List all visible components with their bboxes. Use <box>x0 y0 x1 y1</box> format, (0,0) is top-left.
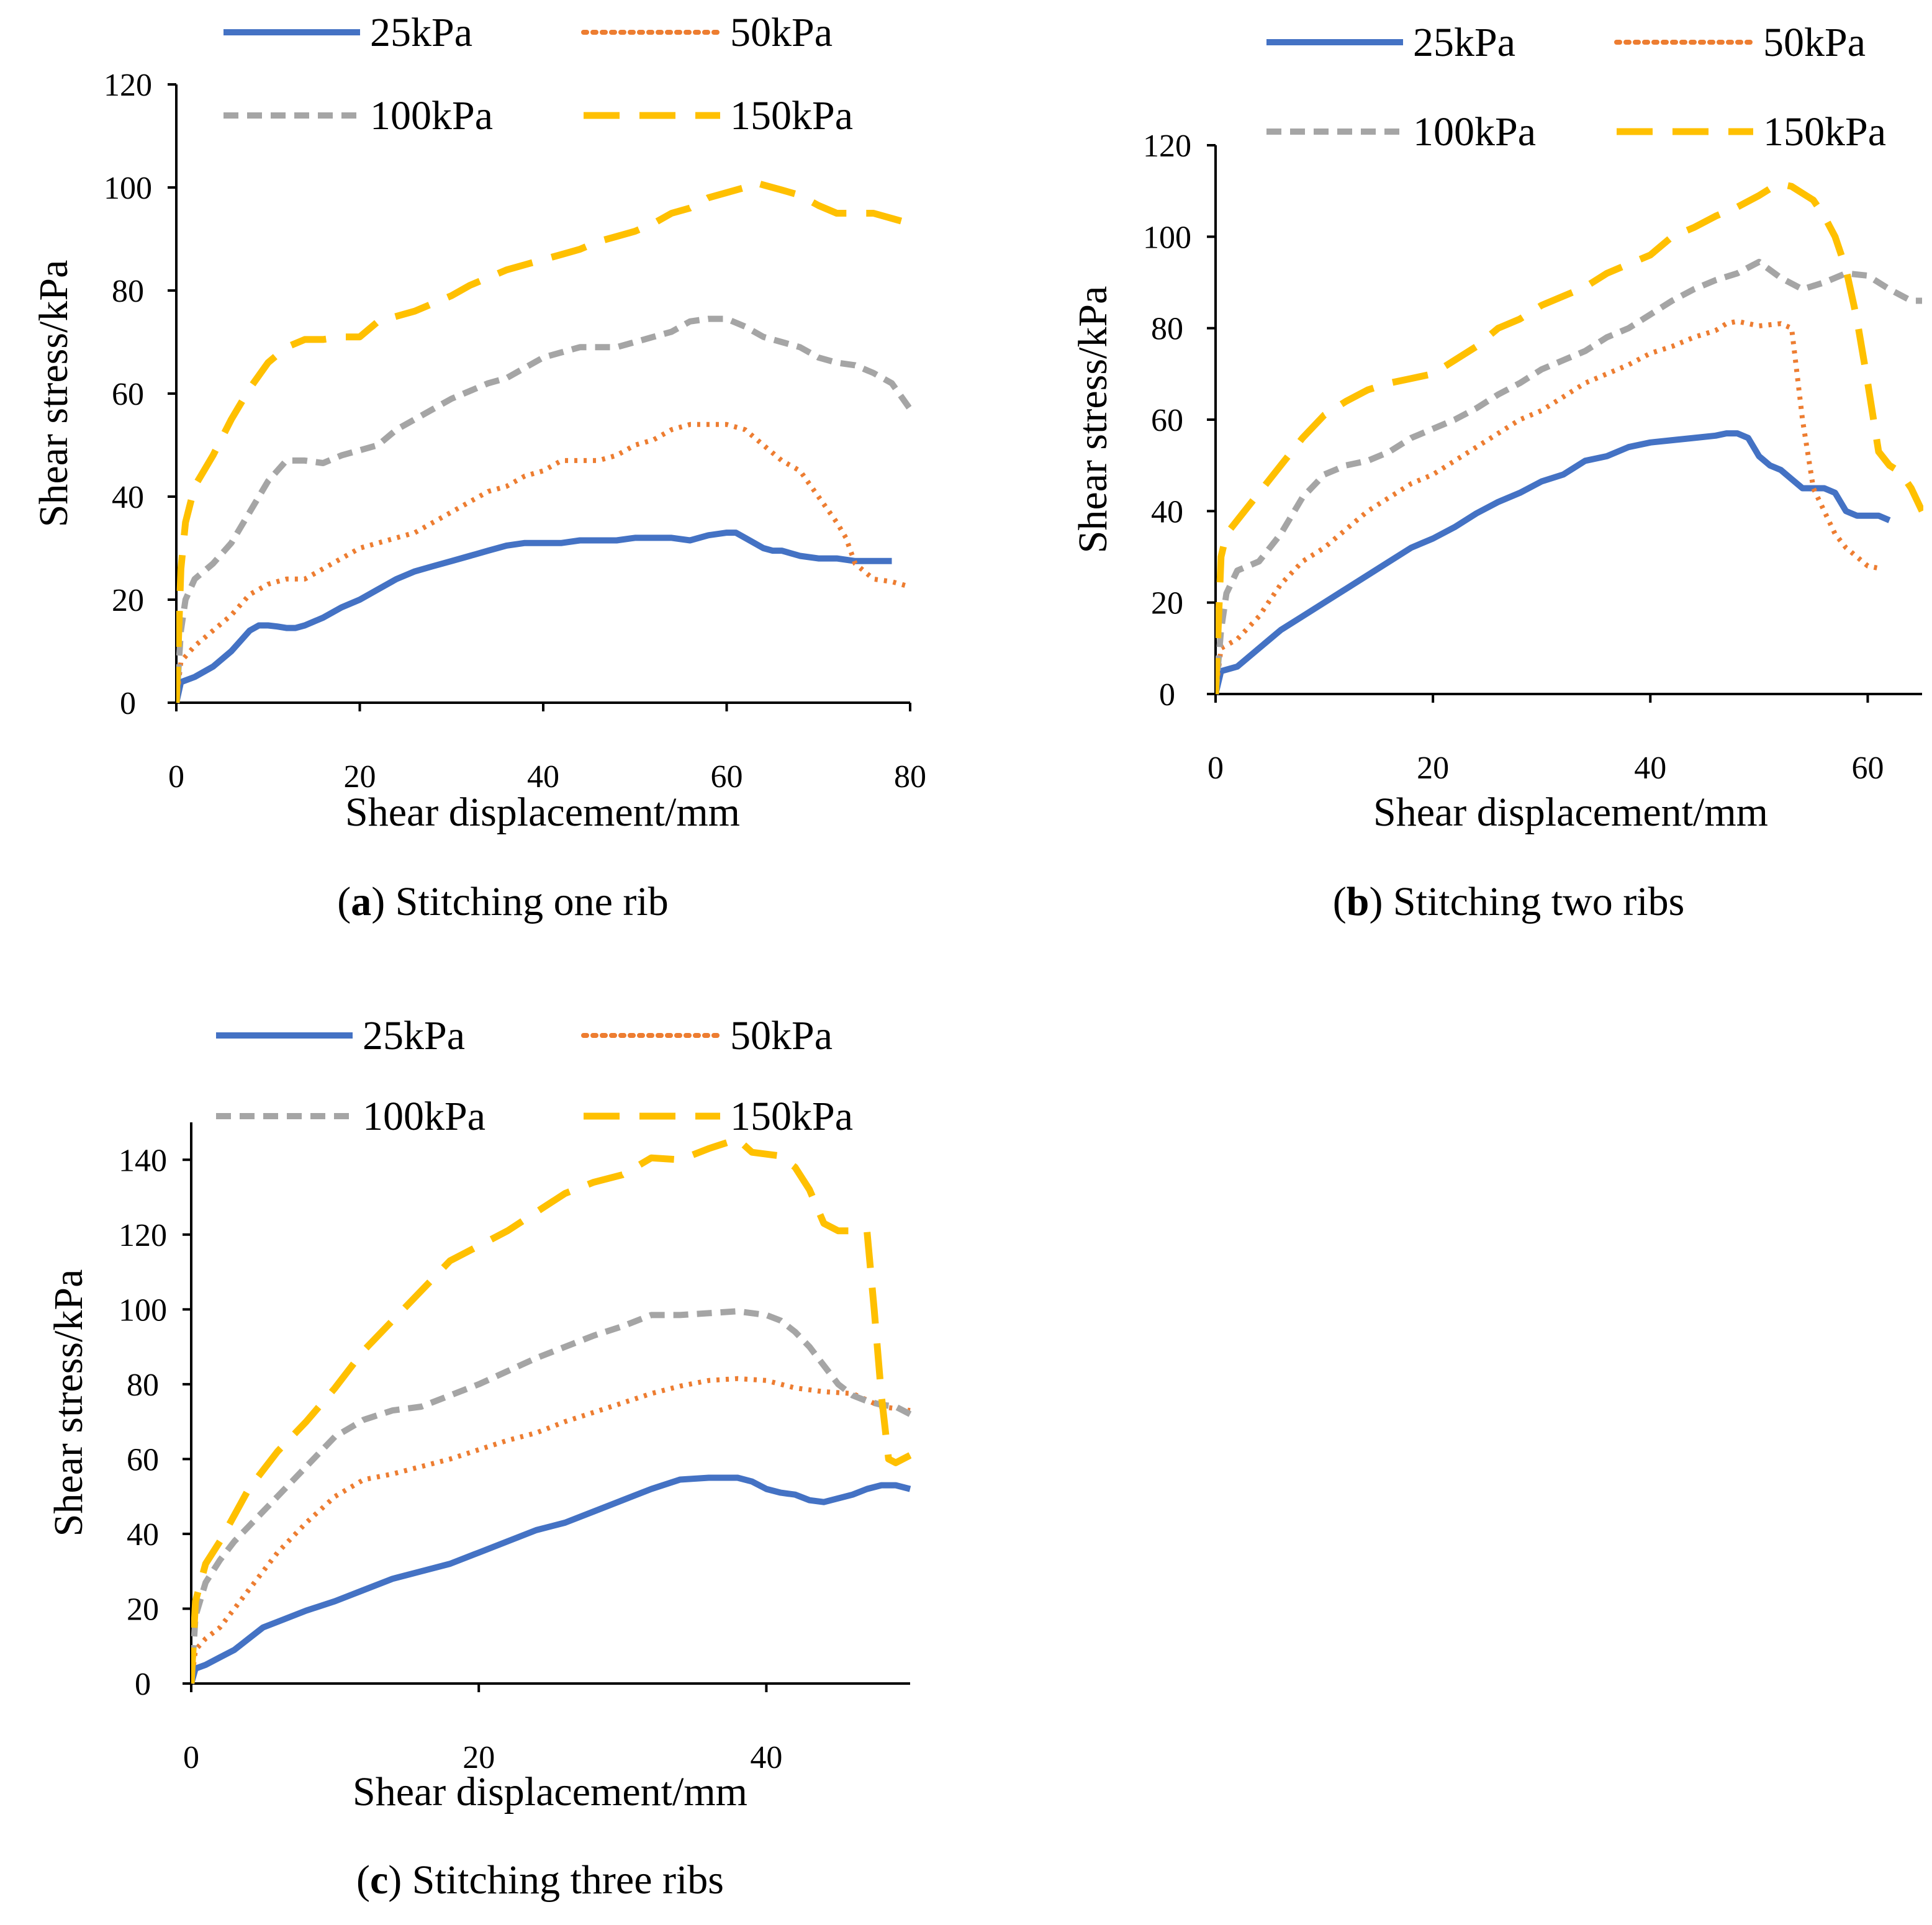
series-line-50kpa <box>176 422 911 703</box>
x-tick-label: 0 <box>183 1740 199 1775</box>
caption-text: ) Stitching two ribs <box>1369 879 1684 924</box>
y-tick-label: 20 <box>1151 586 1183 621</box>
caption-text: ) Stitching three ribs <box>388 1857 724 1903</box>
x-tick-label: 20 <box>463 1740 495 1775</box>
y-tick-label: 100 <box>104 171 152 206</box>
x-tick-label: 40 <box>750 1740 782 1775</box>
x-tick-label: 40 <box>527 759 559 795</box>
series-line-100kpa <box>191 1308 911 1684</box>
caption-letter: a <box>351 879 371 924</box>
panel-caption: (a) Stitching one rib <box>337 879 668 924</box>
y-tick-label: 20 <box>127 1592 159 1627</box>
y-tick-label: 80 <box>1151 312 1183 347</box>
y-tick-label: 100 <box>1143 220 1191 255</box>
y-tick-label: 40 <box>1151 494 1183 530</box>
y-axis-label: Shear stress/kPa <box>1070 286 1116 554</box>
legend-label-150kpa: 150kPa <box>730 1094 853 1139</box>
legend-label-150kpa: 150kPa <box>1763 109 1886 155</box>
series-line-25kpa <box>176 530 892 704</box>
y-tick-label: 40 <box>112 480 144 515</box>
chart-panel-a: 0 20 40 60 80 100 120 0 20 40 60 80 Shear displaceme… <box>31 10 926 924</box>
x-tick-label: 60 <box>1851 751 1884 786</box>
legend-label-25kpa: 25kPa <box>363 1013 465 1058</box>
series-line-100kpa <box>1216 258 1922 695</box>
legend-label-25kpa: 25kPa <box>370 10 472 55</box>
x-tick-label: 20 <box>344 759 376 795</box>
caption-open-paren: ( <box>337 879 351 924</box>
x-tick-label: 0 <box>1208 751 1224 786</box>
legend-label-25kpa: 25kPa <box>1413 20 1515 65</box>
series-line-50kpa <box>1216 318 1879 695</box>
legend-label-100kpa: 100kPa <box>1413 109 1536 155</box>
caption-open-paren: ( <box>356 1857 370 1903</box>
y-tick-label: 140 <box>119 1143 167 1178</box>
x-axis-label: Shear displacement/mm <box>345 790 740 835</box>
y-tick-label: 40 <box>127 1517 159 1553</box>
y-tick-label: 120 <box>104 68 152 103</box>
x-tick-label: 60 <box>711 759 743 795</box>
series-group <box>176 179 911 704</box>
y-axis-label: Shear stress/kPa <box>31 260 76 528</box>
series-line-25kpa <box>191 1474 911 1685</box>
y-axis-label: Shear stress/kPa <box>46 1269 91 1537</box>
y-tick-label: 60 <box>112 377 144 412</box>
y-tick-label: 120 <box>119 1218 167 1253</box>
caption-text: ) Stitching one rib <box>371 879 668 924</box>
series-line-150kpa <box>176 179 911 703</box>
legend-label-100kpa: 100kPa <box>363 1094 485 1139</box>
series-line-150kpa <box>191 1135 911 1684</box>
panel-caption: (c) Stitching three ribs <box>356 1857 724 1903</box>
series-line-150kpa <box>1216 181 1923 695</box>
caption-open-paren: ( <box>1333 879 1347 924</box>
y-tick-label: 20 <box>112 583 144 618</box>
legend-label-100kpa: 100kPa <box>370 93 493 138</box>
y-tick-label: 0 <box>1159 677 1175 713</box>
y-tick-label: 60 <box>1151 403 1183 438</box>
chart-panel-b: 0 20 40 60 80 100 120 0 20 40 60 Shear displacement… <box>1070 20 1923 924</box>
panel-caption: (b) Stitching two ribs <box>1333 879 1685 924</box>
y-tick-label: 120 <box>1143 128 1191 164</box>
x-axis-label: Shear displacement/mm <box>1373 790 1768 835</box>
y-tick-label: 100 <box>119 1292 167 1328</box>
series-line-100kpa <box>176 315 911 703</box>
legend-label-150kpa: 150kPa <box>730 93 853 138</box>
y-tick-label: 60 <box>127 1442 159 1477</box>
x-tick-label: 20 <box>1417 751 1449 786</box>
series-group <box>191 1135 911 1685</box>
y-tick-label: 80 <box>112 274 144 309</box>
series-line-25kpa <box>1216 430 1891 695</box>
legend-label-50kpa: 50kPa <box>1763 20 1866 65</box>
legend-label-50kpa: 50kPa <box>730 1013 833 1058</box>
caption-letter: c <box>370 1857 388 1903</box>
y-tick-label: 80 <box>127 1368 159 1403</box>
caption-letter: b <box>1347 879 1370 924</box>
x-tick-label: 80 <box>894 759 926 795</box>
y-tick-label: 0 <box>120 686 136 721</box>
x-tick-label: 40 <box>1634 751 1666 786</box>
x-axis-label: Shear displacement/mm <box>353 1769 747 1815</box>
x-tick-label: 0 <box>168 759 184 795</box>
legend-label-50kpa: 50kPa <box>730 10 833 55</box>
y-tick-label: 0 <box>135 1667 151 1702</box>
series-group <box>1216 181 1923 695</box>
